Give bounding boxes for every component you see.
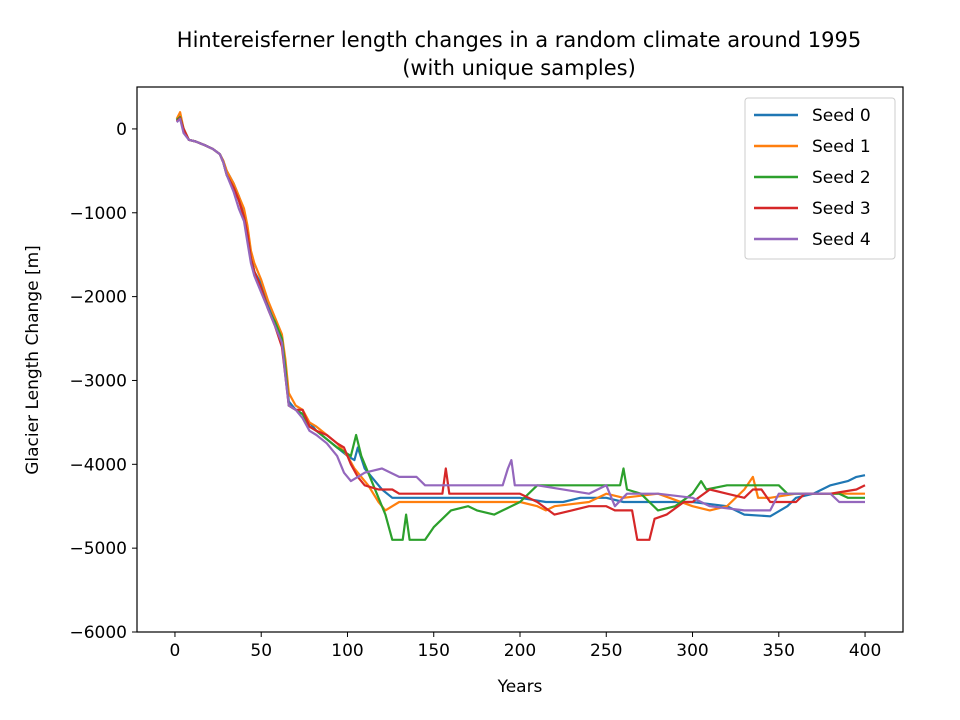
x-axis-label: Years bbox=[497, 677, 543, 697]
x-tick-label: 350 bbox=[763, 641, 795, 661]
y-axis-label: Glacier Length Change [m] bbox=[23, 245, 43, 475]
y-tick-label: 0 bbox=[116, 120, 127, 140]
plot-area bbox=[175, 111, 866, 541]
series-line-seed-3 bbox=[175, 116, 866, 541]
x-tick-label: 150 bbox=[418, 641, 450, 661]
y-tick-label: −1000 bbox=[69, 204, 127, 224]
y-tick-label: −2000 bbox=[69, 288, 127, 308]
y-axis: −6000 −5000 −4000 −3000 −2000 −1000 0 bbox=[69, 120, 137, 643]
legend-box bbox=[744, 97, 896, 260]
legend-entry-label: Seed 4 bbox=[812, 230, 871, 250]
legend-entry-label: Seed 0 bbox=[812, 106, 871, 126]
y-tick-label: −3000 bbox=[69, 371, 127, 391]
y-tick-label: −5000 bbox=[69, 539, 127, 559]
chart-subtitle: (with unique samples) bbox=[402, 56, 636, 80]
legend-entry-label: Seed 1 bbox=[812, 137, 871, 157]
x-tick-label: 200 bbox=[504, 641, 536, 661]
series-line-seed-4 bbox=[175, 117, 865, 512]
x-axis: 0 50 100 150 200 250 300 350 400 bbox=[170, 632, 881, 661]
x-tick-label: 100 bbox=[331, 641, 363, 661]
x-tick-label: 250 bbox=[590, 641, 622, 661]
x-tick-label: 300 bbox=[676, 641, 708, 661]
chart-title: Hintereisferner length changes in a rand… bbox=[177, 28, 861, 52]
legend-entry-label: Seed 3 bbox=[812, 199, 871, 219]
x-tick-label: 400 bbox=[849, 641, 881, 661]
legend-entry-label: Seed 2 bbox=[812, 168, 871, 188]
y-tick-label: −6000 bbox=[69, 623, 127, 643]
x-tick-label: 0 bbox=[170, 641, 181, 661]
x-tick-label: 50 bbox=[250, 641, 272, 661]
legend: Seed 0 Seed 1 Seed 2 Seed 3 Seed 4 bbox=[744, 97, 896, 260]
y-tick-label: −4000 bbox=[69, 455, 127, 475]
